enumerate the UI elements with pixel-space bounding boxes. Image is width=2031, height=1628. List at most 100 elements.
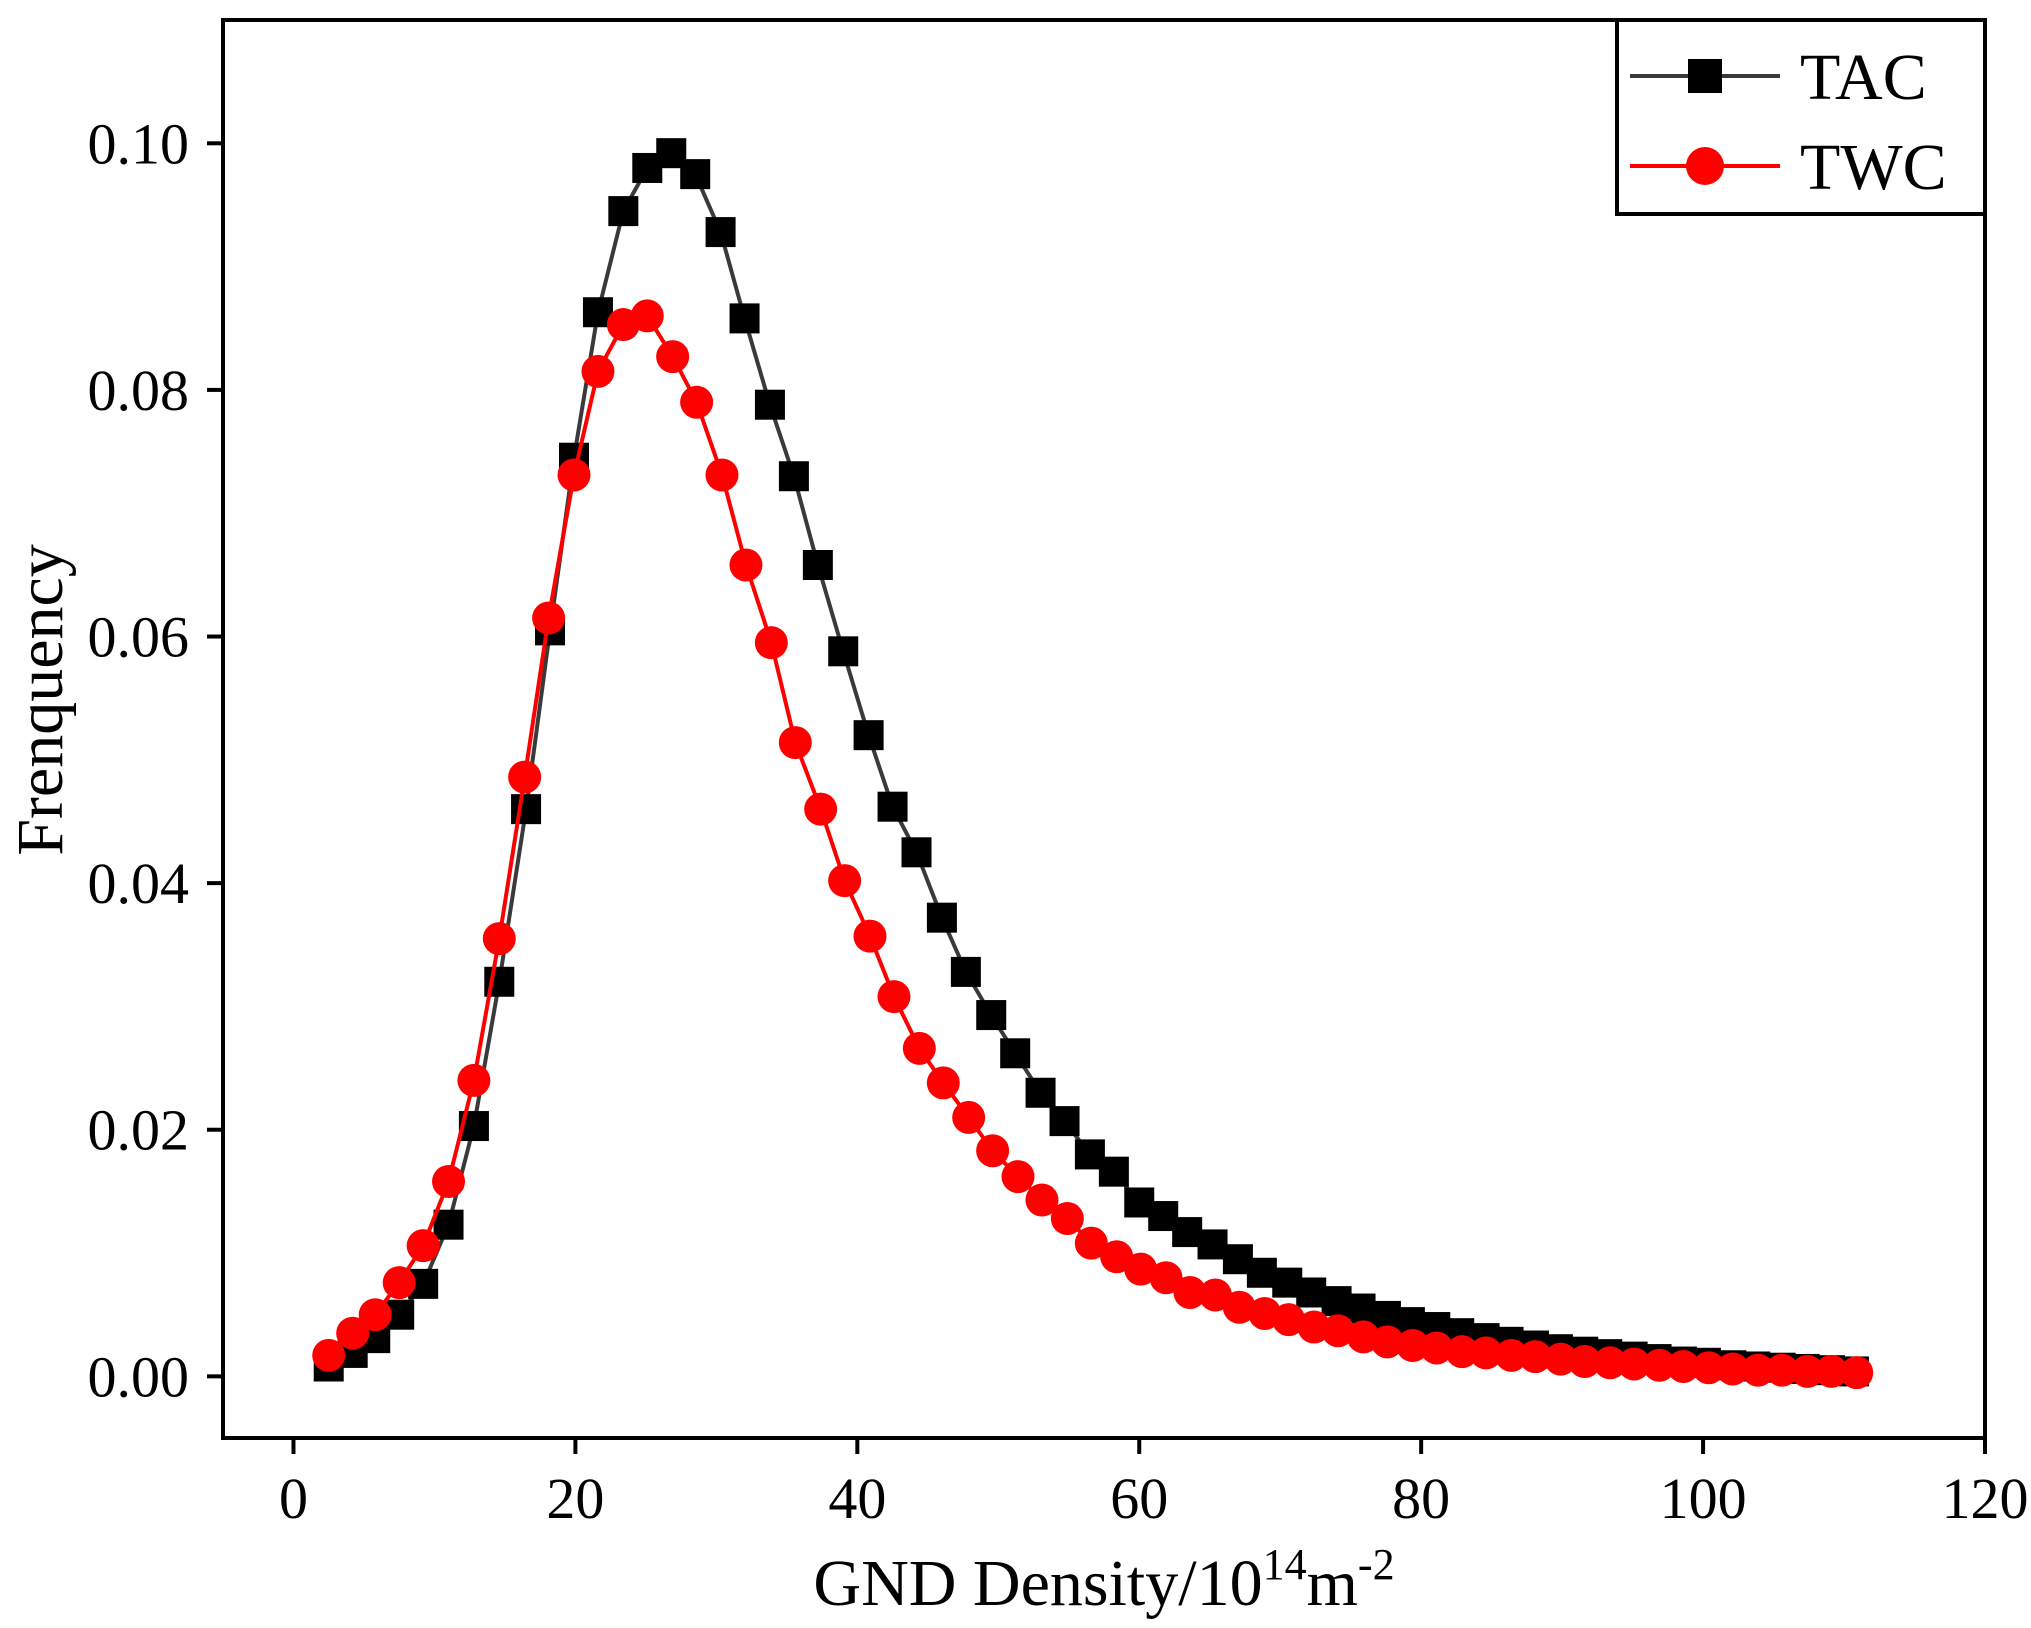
data-point-twc [1518, 1340, 1552, 1374]
data-point-twc [482, 922, 516, 956]
legend-box [1615, 18, 1987, 216]
data-point-twc [976, 1134, 1010, 1168]
data-point-tac [778, 461, 809, 492]
data-point-tac [1098, 1156, 1129, 1187]
data-point-twc [1074, 1226, 1108, 1260]
data-point-twc [1666, 1349, 1700, 1383]
y-tick-label: 0.00 [88, 1344, 190, 1409]
x-tick-label: 40 [828, 1466, 886, 1531]
data-point-twc [1001, 1160, 1035, 1194]
data-point-twc [1544, 1342, 1578, 1376]
legend-label-twc: TWC [1800, 131, 1947, 204]
x-axis-title-exponent: 14 [1263, 1540, 1307, 1589]
data-point-twc [778, 726, 812, 760]
data-point-tac [1172, 1217, 1203, 1248]
y-tick-label: 0.10 [88, 111, 190, 176]
x-axis-title-unit-exponent: -2 [1358, 1540, 1395, 1589]
data-point-tac [1197, 1229, 1228, 1260]
y-tick-label: 0.04 [88, 851, 190, 916]
data-point-twc [557, 458, 591, 492]
data-point-tac [754, 389, 785, 420]
data-point-twc [1396, 1329, 1430, 1363]
data-point-twc [1568, 1345, 1602, 1379]
x-tick-label: 120 [1942, 1466, 2029, 1531]
data-point-twc [754, 626, 788, 660]
data-point-twc [1420, 1331, 1454, 1365]
data-point-twc [1840, 1356, 1874, 1390]
data-point-tac [1345, 1293, 1376, 1324]
series-line-tac [327, 151, 1854, 1374]
x-axis-title-unit: m [1307, 1547, 1358, 1620]
data-point-tac [1049, 1106, 1080, 1137]
data-point-twc [457, 1063, 491, 1097]
data-point-twc [1222, 1290, 1256, 1324]
data-point-twc [1173, 1276, 1207, 1310]
data-point-twc [828, 864, 862, 898]
data-point-twc [1321, 1314, 1355, 1348]
x-axis-ticks: 0 20 40 60 80 100 120 [279, 1438, 2029, 1531]
data-point-tac [853, 720, 884, 751]
data-point-twc [705, 458, 739, 492]
data-point-tac [877, 791, 908, 822]
data-point-twc [1124, 1252, 1158, 1286]
data-point-twc [508, 760, 542, 794]
data-point-tac [828, 636, 859, 667]
data-point-twc [729, 548, 763, 582]
x-tick-label: 100 [1660, 1466, 1747, 1531]
data-point-twc [532, 601, 566, 635]
y-tick-label: 0.02 [88, 1098, 190, 1163]
data-point-twc [1790, 1354, 1824, 1388]
data-point-twc [1741, 1353, 1775, 1387]
data-point-twc [1765, 1353, 1799, 1387]
data-point-twc [1272, 1303, 1306, 1337]
x-tick-label: 0 [279, 1466, 308, 1531]
series-twc [312, 299, 1874, 1390]
data-point-tac [926, 902, 957, 933]
x-tick-label: 20 [546, 1466, 604, 1531]
data-point-twc [902, 1031, 936, 1065]
data-point-tac [802, 550, 833, 581]
data-point-twc [1445, 1335, 1479, 1369]
data-point-twc [1642, 1348, 1676, 1382]
data-point-twc [1692, 1351, 1726, 1385]
data-point-twc [630, 299, 664, 333]
legend-marker-square-icon [1688, 59, 1722, 93]
x-axis-title: GND Density/1014m-2 [813, 1540, 1394, 1620]
y-tick-label: 0.08 [88, 358, 190, 423]
plot-frame [221, 18, 1987, 1440]
data-point-tac [608, 196, 639, 227]
y-axis-ticks: 0.00 0.02 0.04 0.06 0.08 0.10 [88, 111, 223, 1409]
data-point-tac [976, 1000, 1007, 1031]
data-point-twc [358, 1298, 392, 1332]
data-point-twc [1814, 1354, 1848, 1388]
data-point-tac [950, 956, 981, 987]
series-tac [313, 138, 1869, 1387]
x-tick-label: 60 [1110, 1466, 1168, 1531]
data-point-twc [1370, 1325, 1404, 1359]
data-point-tac [729, 303, 760, 334]
data-point-twc [382, 1266, 416, 1300]
legend-marker-circle-icon [1686, 147, 1724, 185]
data-point-twc [406, 1229, 440, 1263]
data-point-twc [581, 354, 615, 388]
data-point-tac [901, 837, 932, 868]
data-point-tac [1246, 1257, 1277, 1288]
data-point-twc [432, 1165, 466, 1199]
data-point-twc [1593, 1346, 1627, 1380]
data-point-twc [853, 919, 887, 953]
data-point-tac [705, 217, 736, 248]
y-tick-label: 0.06 [88, 605, 190, 670]
data-point-tac [680, 159, 711, 190]
data-point-twc [804, 792, 838, 826]
data-point-twc [336, 1316, 370, 1350]
series-layer [312, 138, 1874, 1390]
legend: TAC TWC [1615, 18, 1987, 216]
data-point-tac [511, 794, 542, 825]
data-point-tac [1025, 1077, 1056, 1108]
data-point-twc [877, 980, 911, 1014]
data-point-twc [952, 1100, 986, 1134]
y-axis-title: Frenquency [4, 544, 77, 856]
x-tick-label: 80 [1392, 1466, 1450, 1531]
data-point-twc [1716, 1352, 1750, 1386]
